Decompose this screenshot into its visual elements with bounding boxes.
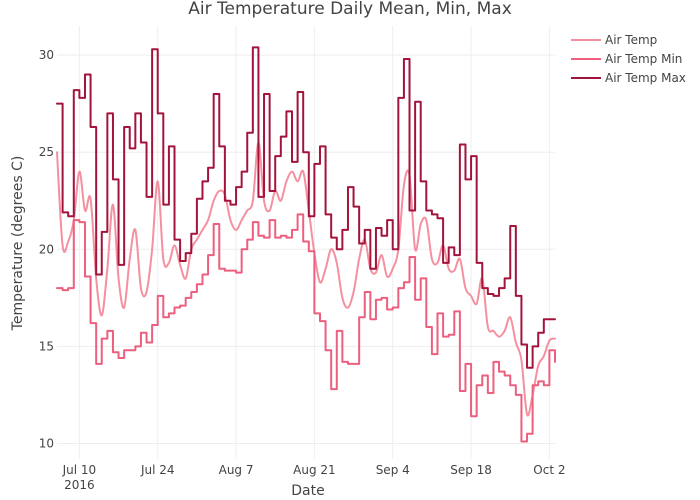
- legend-label: Air Temp Min: [605, 52, 682, 66]
- x-tick-label: Aug 7: [219, 463, 254, 477]
- legend-label: Air Temp: [605, 33, 657, 47]
- y-axis-title: Temperature (degrees C): [10, 156, 26, 332]
- y-tick-label: 30: [39, 48, 54, 62]
- legend-item-air-temp-min[interactable]: Air Temp Min: [571, 52, 682, 66]
- y-axis-ticks: 10 15 20 25 30: [39, 48, 54, 450]
- x-tick-sublabel: 2016: [64, 478, 95, 492]
- x-tick-label: Jul 24: [140, 463, 175, 477]
- chart-title: Air Temperature Daily Mean, Min, Max: [188, 0, 512, 19]
- plot-area[interactable]: [56, 46, 556, 443]
- legend[interactable]: Air Temp Air Temp Min Air Temp Max: [571, 33, 686, 85]
- y-tick-label: 20: [39, 242, 54, 256]
- x-tick-label: Oct 2: [533, 463, 565, 477]
- x-tick-label: Sep 4: [376, 463, 410, 477]
- y-tick-label: 10: [39, 436, 54, 450]
- legend-label: Air Temp Max: [605, 71, 686, 85]
- y-tick-label: 15: [39, 339, 54, 353]
- x-tick-label: Jul 10: [62, 463, 97, 477]
- legend-item-air-temp-max[interactable]: Air Temp Max: [571, 71, 686, 85]
- x-axis-title: Date: [291, 483, 324, 499]
- y-tick-label: 25: [39, 145, 54, 159]
- series-line-air-temp-max[interactable]: [56, 46, 556, 369]
- legend-item-air-temp[interactable]: Air Temp: [571, 33, 657, 47]
- series-line-air-temp-min[interactable]: [56, 213, 556, 443]
- x-tick-label: Aug 21: [293, 463, 336, 477]
- series-line-air-temp[interactable]: [56, 141, 556, 417]
- x-tick-label: Sep 18: [450, 463, 492, 477]
